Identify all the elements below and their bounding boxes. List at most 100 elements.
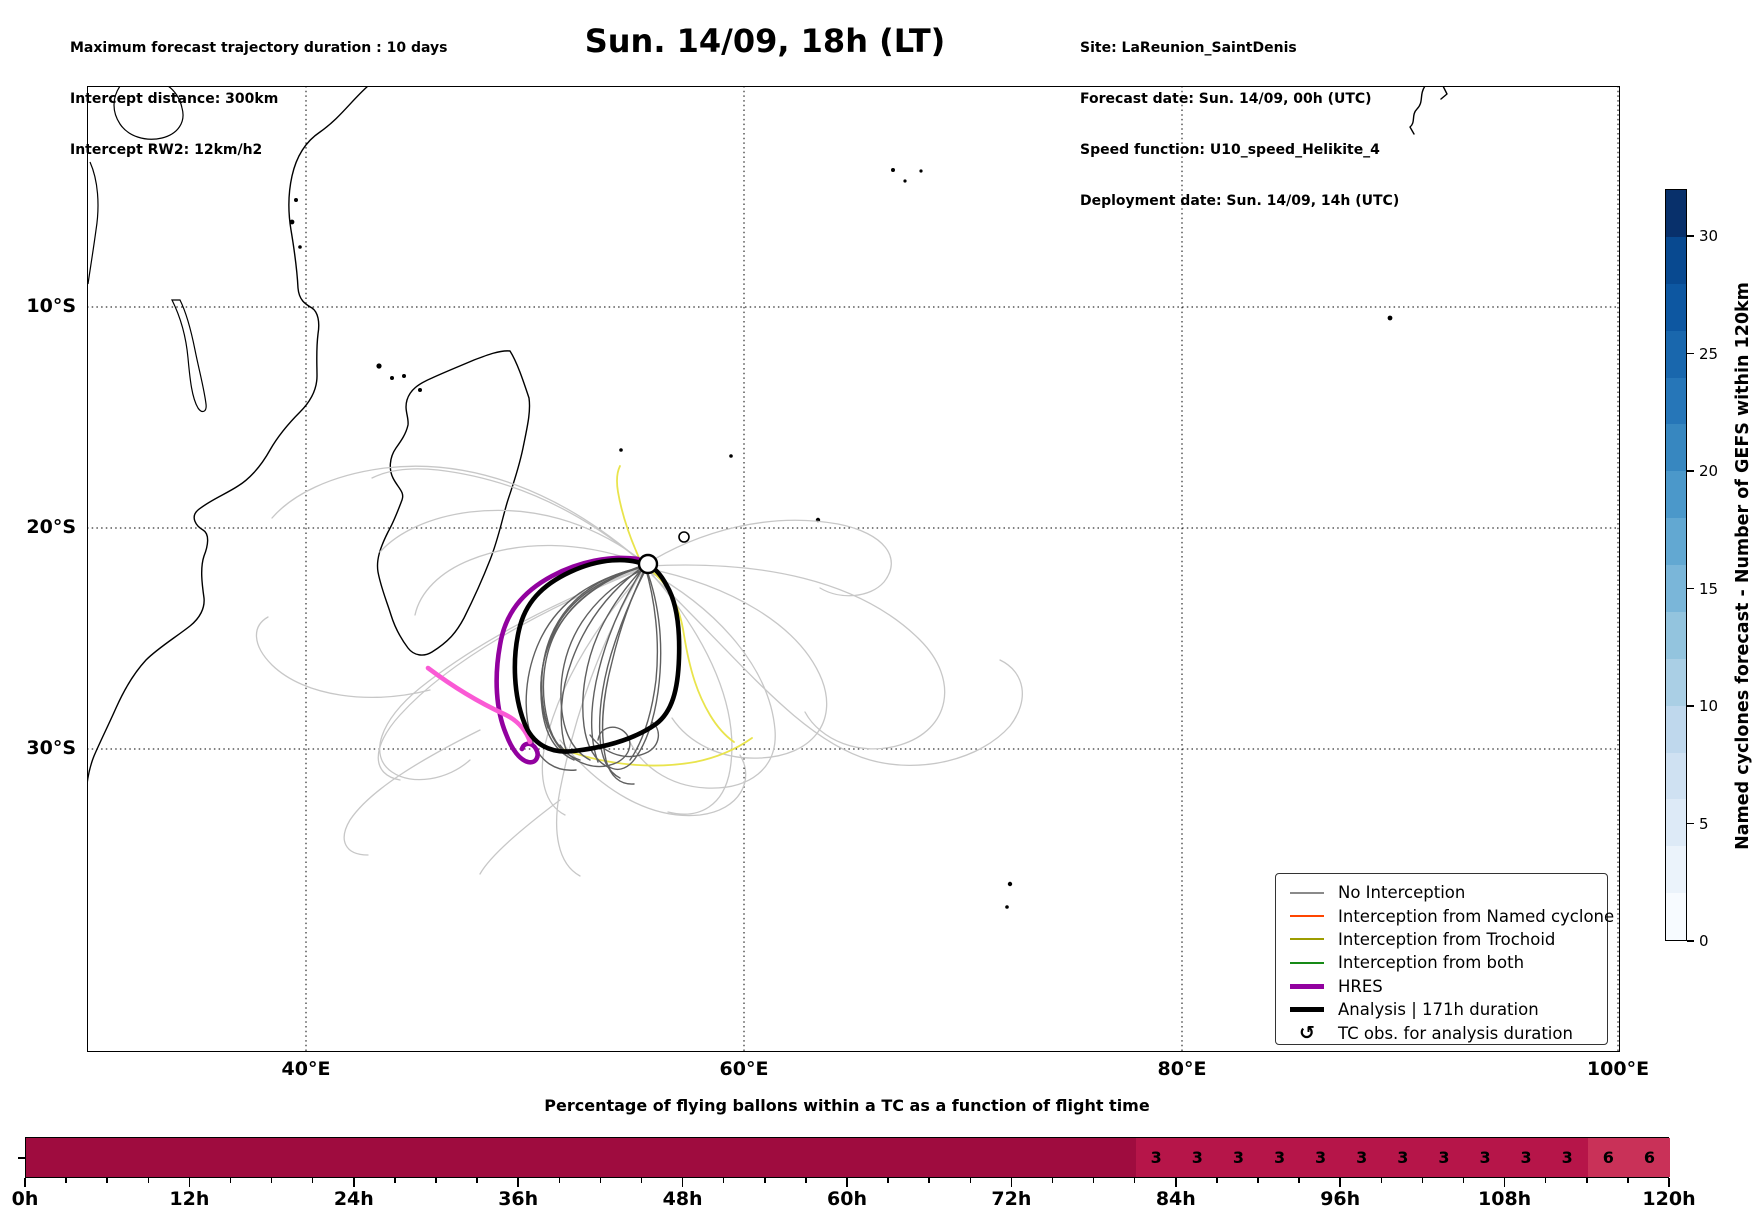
legend-line-swatch (1290, 915, 1324, 918)
gefs-member-track (379, 509, 646, 564)
colorbar-tick-label: 25 (1699, 344, 1719, 363)
map-y-tick-label: 30°S (26, 737, 76, 759)
strip-chart-bin-count: 3 (1397, 1148, 1409, 1167)
legend-row: Interception from Trochoid (1290, 928, 1607, 951)
colorbar-segment (1666, 752, 1686, 800)
colorbar-segment (1666, 565, 1686, 612)
strip-chart-minor-tick (1462, 1178, 1465, 1183)
tc-start-marker (637, 553, 659, 575)
strip-chart-major-tick (353, 1178, 355, 1187)
map-x-tick-label: 100°E (1586, 1058, 1650, 1080)
zanzibar-island-speck (289, 219, 295, 225)
gefs-member-track (379, 567, 643, 781)
colorbar (1665, 189, 1687, 941)
strip-chart-minor-tick (1051, 1178, 1054, 1183)
colorbar-segment (1666, 424, 1686, 472)
deployment-date-line: Deployment date: Sun. 14/09, 14h (UTC) (1080, 193, 1400, 209)
strip-chart-bin-count: 6 (1643, 1148, 1655, 1167)
comoros-island-speck (402, 374, 406, 378)
strip-chart-minor-tick (1586, 1178, 1588, 1183)
colorbar-segment (1666, 377, 1686, 425)
trochoid-track (559, 737, 753, 767)
strip-chart-bin-count: 3 (1356, 1148, 1368, 1167)
strip-chart-minor-tick (65, 1178, 67, 1183)
trochoid-track (616, 465, 641, 561)
legend-row: No Interception (1290, 881, 1607, 904)
madagascar-outline (376, 350, 531, 656)
colorbar-tick-mark (1687, 235, 1694, 237)
gefs-member-track (255, 616, 431, 698)
coast-fragment (1440, 86, 1448, 100)
lake-malawi-outline (171, 299, 207, 413)
strip-chart-minor-tick (1544, 1178, 1547, 1183)
sumatra-coast-fragment (1409, 86, 1426, 135)
strip-chart-minor-tick (435, 1178, 437, 1183)
strip-chart-minor-tick (1421, 1178, 1424, 1183)
colorbar-segment (1666, 893, 1686, 940)
gefs-member-track (559, 739, 747, 817)
site-line: Site: LaReunion_SaintDenis (1080, 40, 1297, 56)
strip-chart-minor-tick (106, 1178, 108, 1183)
legend-row: ↺ TC obs. for analysis duration (1290, 1021, 1607, 1044)
colorbar-tick-mark (1687, 705, 1694, 707)
gefs-member-track (479, 799, 561, 875)
gefs-member-track (589, 721, 659, 758)
gefs-member-track (343, 729, 481, 856)
strip-chart-tick-label: 72h (991, 1188, 1032, 1210)
strip-chart-tick-label: 84h (1155, 1188, 1196, 1210)
tc-obs-symbol-icon: ↺ (1299, 1022, 1315, 1045)
gefs-member-track (607, 567, 662, 771)
trajectory-map (87, 86, 1620, 1052)
comoros-island-speck (390, 376, 394, 380)
legend-item-label: Interception from Trochoid (1338, 929, 1556, 949)
intercept-distance-line: Intercept distance: 300km (70, 91, 279, 107)
seychelles-island-speck (903, 179, 907, 183)
strip-chart-bin-count: 3 (1561, 1148, 1573, 1167)
legend-row: Analysis | 171h duration (1290, 998, 1607, 1021)
gefs-member-track (541, 568, 647, 816)
gefs-member-track (629, 565, 659, 761)
gefs-member-track (540, 564, 645, 729)
strip-chart-bin-count: 3 (1438, 1148, 1450, 1167)
strip-chart-tick-label: 36h (498, 1188, 539, 1210)
map-y-tick-label: 20°S (26, 516, 76, 538)
figure-title: Sun. 14/09, 18h (LT) (584, 22, 946, 60)
legend-row: HRES (1290, 975, 1607, 998)
gefs-member-track (525, 565, 647, 771)
gefs-member-track (371, 468, 646, 566)
strip-chart-bin-count: 3 (1479, 1148, 1491, 1167)
colorbar-tick-mark (1687, 352, 1694, 355)
analysis-track (512, 557, 682, 754)
strip-chart-minor-tick (1380, 1178, 1383, 1183)
gefs-member-track (271, 465, 646, 566)
colorbar-segment (1666, 518, 1686, 565)
colorbar-segment (1666, 658, 1686, 706)
mayotte-island-speck (418, 388, 422, 392)
strip-chart-bin-count: 3 (1232, 1148, 1244, 1167)
strip-chart-tick-label: 24h (333, 1188, 374, 1210)
strip-chart-minor-tick (1092, 1178, 1095, 1183)
st-brandon-island-speck (729, 454, 733, 458)
strip-chart-tick-label: 12h (169, 1188, 210, 1210)
colorbar-tick-label: 10 (1699, 697, 1719, 715)
seychelles-island-speck (919, 169, 923, 173)
island-speck (1007, 881, 1013, 887)
gefs-member-track (627, 569, 776, 789)
forecast-settings-text: Maximum forecast trajectory duration : 1… (70, 6, 447, 193)
gefs-member-track (414, 544, 646, 616)
gefs-member-track (560, 567, 647, 761)
strip-chart-minor-tick (599, 1178, 602, 1183)
colorbar-segment (1666, 190, 1686, 237)
legend-line-swatch (1290, 891, 1324, 894)
gefs-member-track (647, 564, 946, 750)
strip-chart-bin-count: 3 (1520, 1148, 1532, 1167)
legend-line-swatch (1290, 1007, 1324, 1013)
tromelin-island-speck (619, 448, 623, 452)
strip-chart-major-tick (681, 1178, 684, 1187)
gefs-no-interception-tracks (255, 465, 1023, 877)
island-speck (1005, 905, 1009, 909)
legend-line-swatch (1290, 983, 1324, 989)
map-legend: No Interception Interception from Named c… (1275, 873, 1614, 1045)
legend-item-label: Analysis | 171h duration (1338, 1000, 1539, 1020)
